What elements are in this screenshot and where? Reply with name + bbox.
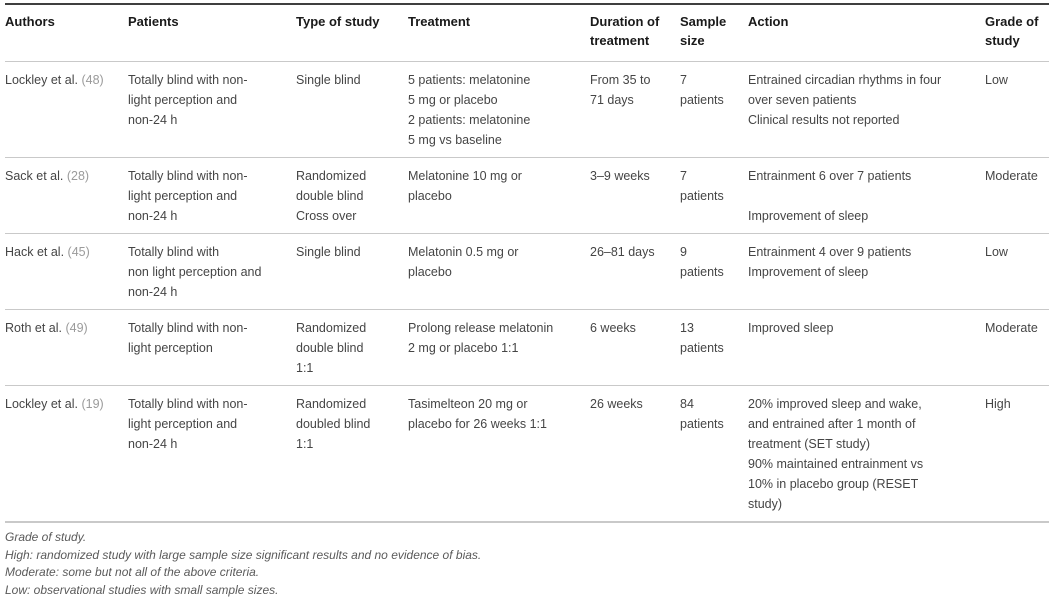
citation-ref: (28) [67, 169, 89, 183]
cell-type-of-study: Randomized double blind 1:1 [296, 310, 408, 386]
table-row: Sack et al. (28) Totally blind with non-… [5, 158, 1049, 234]
column-header-action: Action [748, 4, 985, 62]
citation-ref: (48) [81, 73, 103, 87]
cell-patients: Totally blind with non- light perception… [128, 386, 296, 523]
cell-grade: Low [985, 234, 1049, 310]
footnote-moderate: Moderate: some but not all of the above … [5, 564, 1051, 582]
footnote-high: High: randomized study with large sample… [5, 547, 1051, 565]
cell-type-of-study: Single blind [296, 234, 408, 310]
table-row: Lockley et al. (19) Totally blind with n… [5, 386, 1049, 523]
cell-duration: 26–81 days [590, 234, 680, 310]
author-name: Sack et al. [5, 169, 63, 183]
cell-sample-size: 13 patients [680, 310, 748, 386]
author-name: Lockley et al. [5, 73, 78, 87]
cell-authors: Roth et al. (49) [5, 310, 128, 386]
cell-treatment: Melatonin 0.5 mg or placebo [408, 234, 590, 310]
cell-action: Entrainment 4 over 9 patients Improvemen… [748, 234, 985, 310]
cell-duration: 3–9 weeks [590, 158, 680, 234]
column-header-authors: Authors [5, 4, 128, 62]
author-name: Lockley et al. [5, 397, 78, 411]
cell-duration: 6 weeks [590, 310, 680, 386]
column-header-treatment: Treatment [408, 4, 590, 62]
footnote-low: Low: observational studies with small sa… [5, 582, 1051, 599]
cell-action: Entrained circadian rhythms in four over… [748, 62, 985, 158]
column-header-sample-size: Sample size [680, 4, 748, 62]
cell-treatment: Tasimelteon 20 mg or placebo for 26 week… [408, 386, 590, 523]
cell-duration: From 35 to 71 days [590, 62, 680, 158]
author-name: Hack et al. [5, 245, 64, 259]
citation-ref: (49) [65, 321, 87, 335]
column-header-patients: Patients [128, 4, 296, 62]
cell-action: Improved sleep [748, 310, 985, 386]
column-header-grade: Grade of study [985, 4, 1049, 62]
cell-authors: Lockley et al. (19) [5, 386, 128, 523]
cell-sample-size: 9 patients [680, 234, 748, 310]
cell-duration: 26 weeks [590, 386, 680, 523]
table-row: Roth et al. (49) Totally blind with non-… [5, 310, 1049, 386]
cell-authors: Sack et al. (28) [5, 158, 128, 234]
table-row: Lockley et al. (48) Totally blind with n… [5, 62, 1049, 158]
cell-patients: Totally blind with non- light perception… [128, 158, 296, 234]
cell-patients: Totally blind with non- light perception [128, 310, 296, 386]
cell-grade: Low [985, 62, 1049, 158]
table-row: Hack et al. (45) Totally blind with non … [5, 234, 1049, 310]
cell-patients: Totally blind with non- light perception… [128, 62, 296, 158]
cell-sample-size: 7 patients [680, 62, 748, 158]
cell-grade: Moderate [985, 158, 1049, 234]
cell-action: Entrainment 6 over 7 patients Improvemen… [748, 158, 985, 234]
cell-grade: High [985, 386, 1049, 523]
cell-authors: Hack et al. (45) [5, 234, 128, 310]
column-header-duration: Duration of treatment [590, 4, 680, 62]
cell-grade: Moderate [985, 310, 1049, 386]
citation-ref: (19) [81, 397, 103, 411]
cell-type-of-study: Randomized doubled blind 1:1 [296, 386, 408, 523]
author-name: Roth et al. [5, 321, 62, 335]
citation-ref: (45) [68, 245, 90, 259]
cell-treatment: Prolong release melatonin 2 mg or placeb… [408, 310, 590, 386]
cell-action: 20% improved sleep and wake, and entrain… [748, 386, 985, 523]
cell-type-of-study: Randomized double blind Cross over [296, 158, 408, 234]
cell-treatment: Melatonine 10 mg or placebo [408, 158, 590, 234]
cell-sample-size: 84 patients [680, 386, 748, 523]
cell-treatment: 5 patients: melatonine 5 mg or placebo 2… [408, 62, 590, 158]
cell-patients: Totally blind with non light perception … [128, 234, 296, 310]
cell-authors: Lockley et al. (48) [5, 62, 128, 158]
footnote-grade-of-study: Grade of study. [5, 529, 1051, 547]
table-footnotes: Grade of study. High: randomized study w… [5, 523, 1051, 599]
cell-type-of-study: Single blind [296, 62, 408, 158]
cell-sample-size: 7 patients [680, 158, 748, 234]
studies-table: Authors Patients Type of study Treatment… [5, 3, 1049, 523]
header-row: Authors Patients Type of study Treatment… [5, 4, 1049, 62]
column-header-type-of-study: Type of study [296, 4, 408, 62]
